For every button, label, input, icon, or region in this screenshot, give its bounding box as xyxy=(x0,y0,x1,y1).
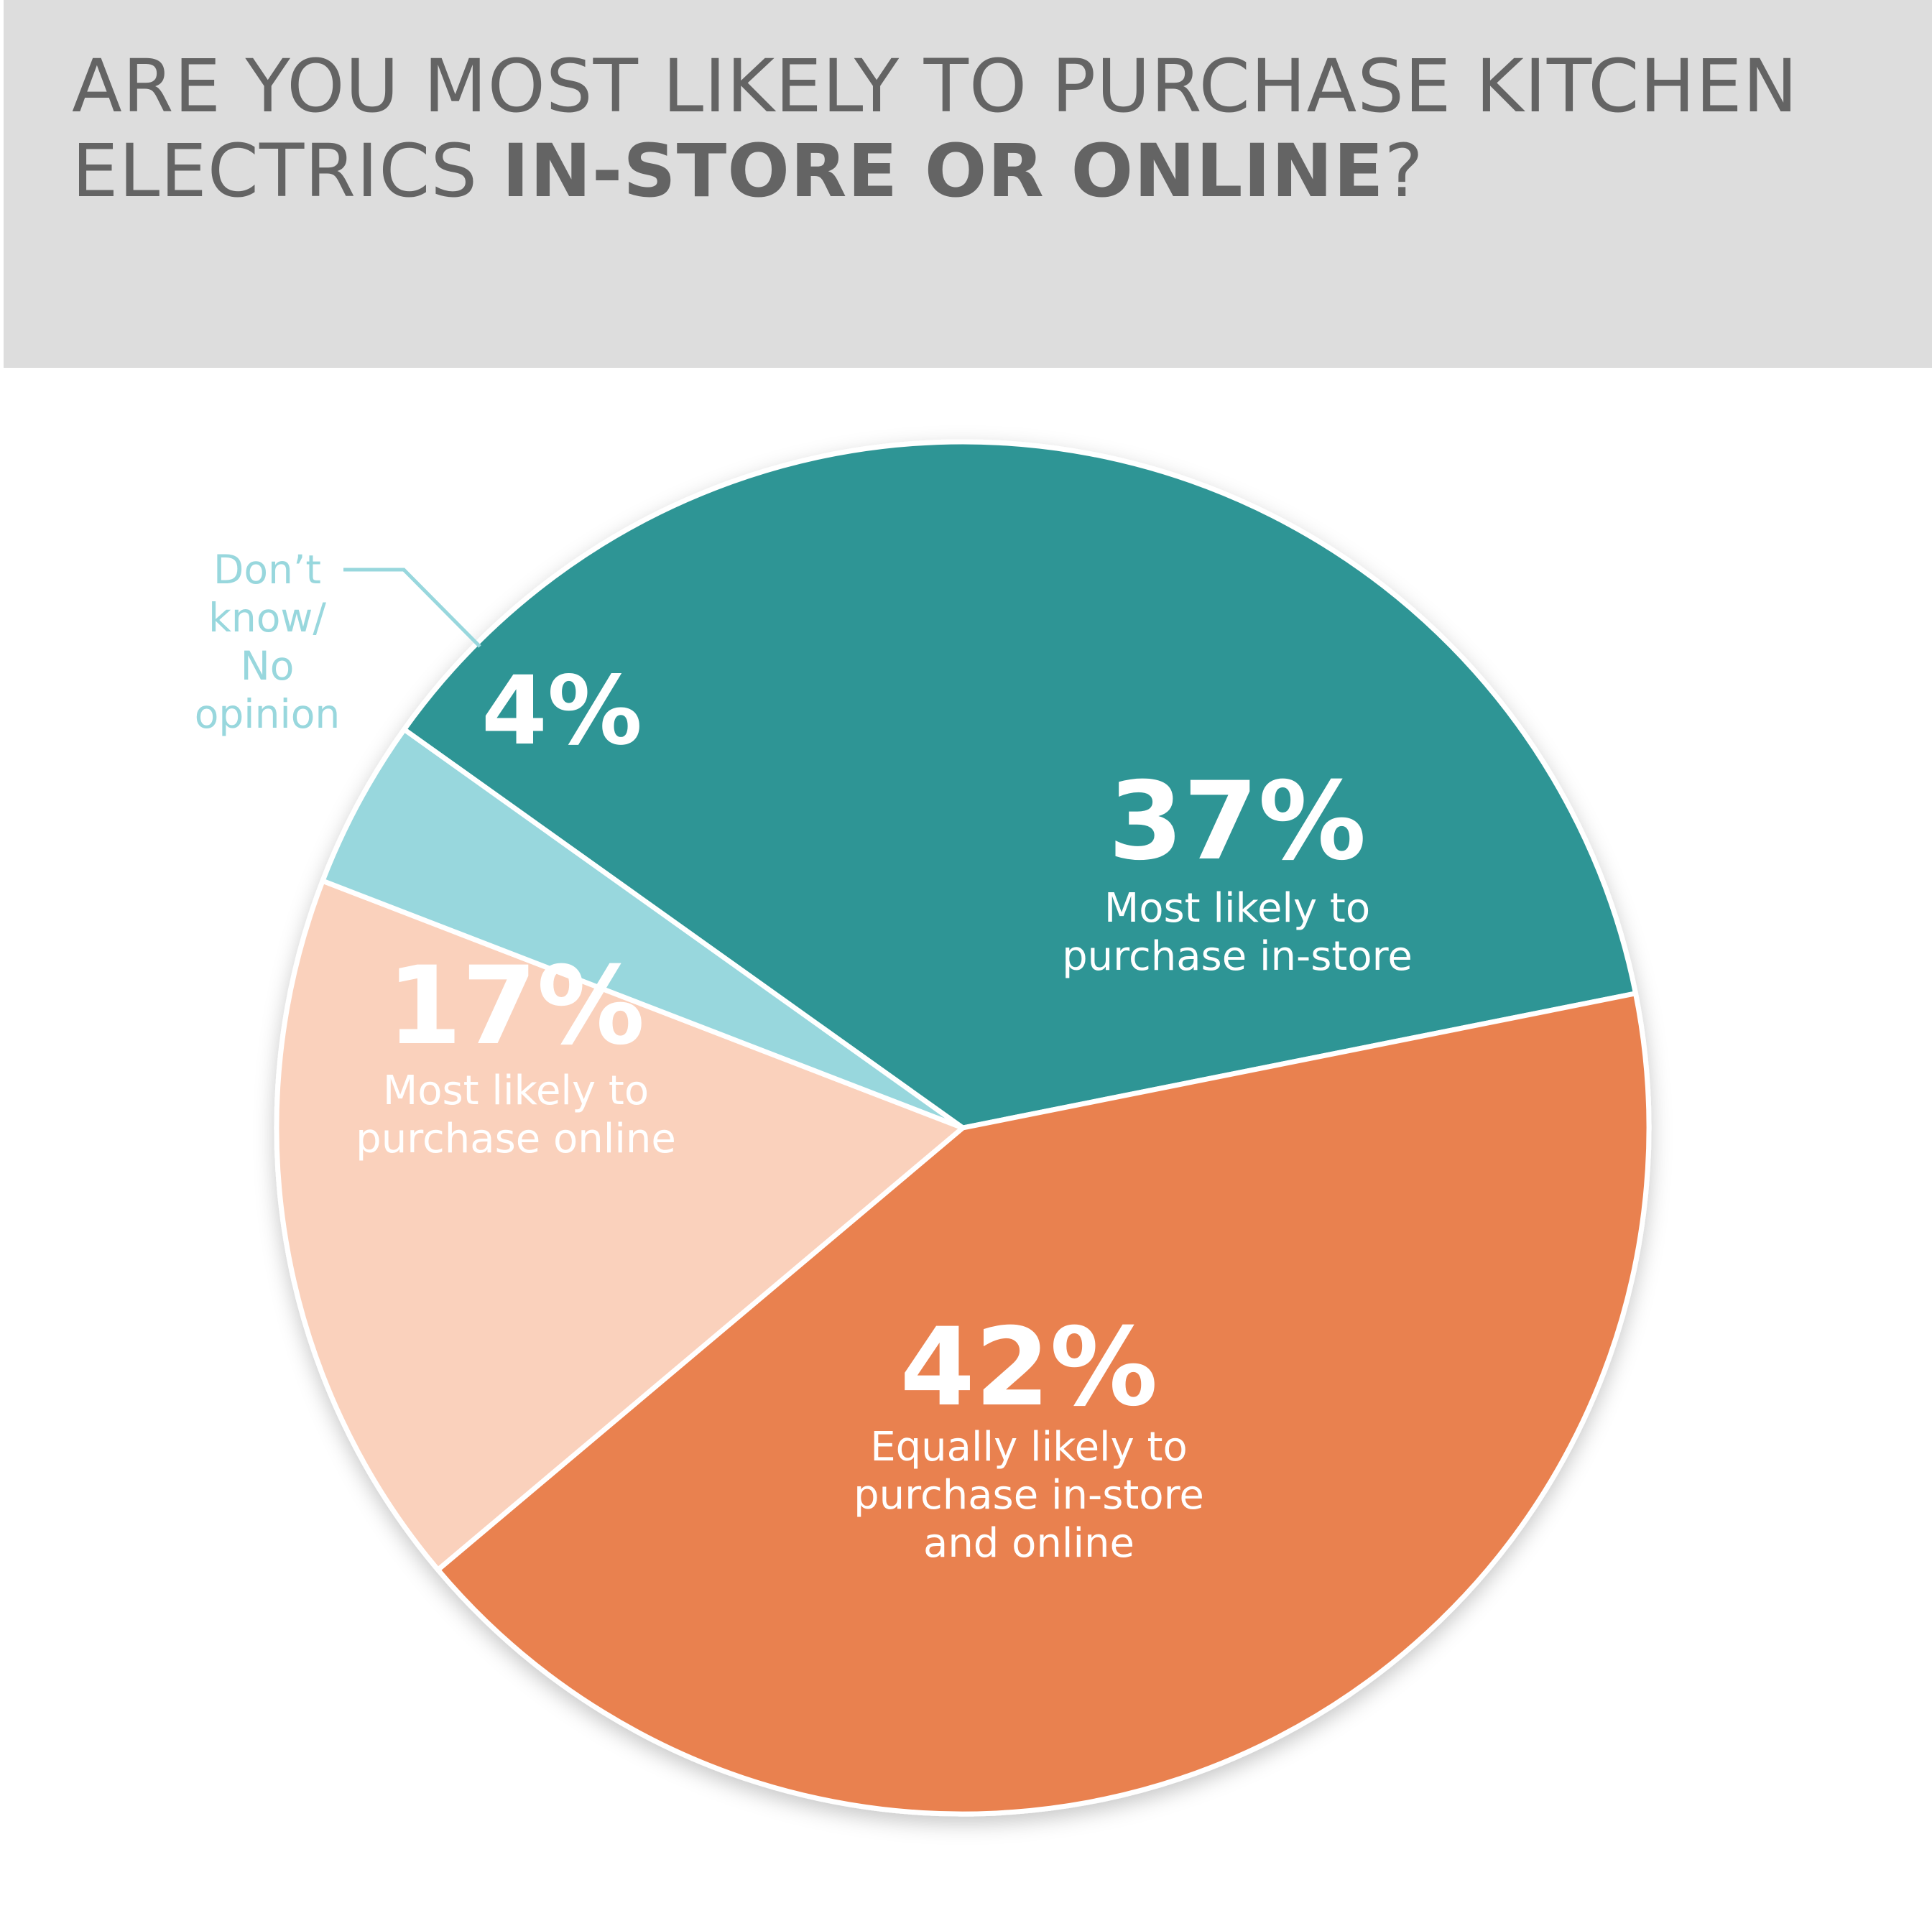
slice-category-label-3-line-2: purchase online xyxy=(356,1116,676,1162)
title-banner: ARE YOU MOST LIKELY TO PURCHASE KITCHEN … xyxy=(4,0,1932,368)
slice-category-label-4-line-1: Don’t xyxy=(213,547,321,593)
chart-title: ARE YOU MOST LIKELY TO PURCHASE KITCHEN … xyxy=(72,45,1911,214)
pie-slice-4 xyxy=(320,726,966,1131)
slice-category-label-4-line-2: know/ xyxy=(208,595,326,641)
callout-leader-line xyxy=(343,568,481,648)
pie-slice-3 xyxy=(274,878,966,1573)
title-regular: ARE YOU MOST LIKELY TO PURCHASE KITCHEN … xyxy=(72,44,1798,214)
slice-value-label-4: 4% xyxy=(481,656,642,767)
slice-category-label-4-line-3: No xyxy=(241,643,295,689)
slice-category-label-2-line-2: purchase in-store xyxy=(854,1472,1204,1519)
slice-category-label-1-line-1: Most likely to xyxy=(1104,885,1370,932)
title-bold: IN-STORE OR ONLINE xyxy=(502,129,1385,214)
pie-slice-1 xyxy=(402,439,1638,1131)
slice-category-label-2-line-1: Equally likely to xyxy=(870,1424,1188,1471)
slice-category-label-2-line-3: and online xyxy=(923,1520,1134,1567)
title-end: ? xyxy=(1384,129,1424,214)
slice-value-label-2: 42% xyxy=(900,1305,1157,1430)
pie-slice-2 xyxy=(435,991,1652,1817)
slice-value-label-3: 17% xyxy=(387,944,644,1069)
slice-value-label-1: 37% xyxy=(1108,759,1366,884)
slice-category-label-4-line-4: opinion xyxy=(195,691,341,737)
slice-category-label-3-line-1: Most likely to xyxy=(383,1068,649,1114)
slice-category-label-1-line-2: purchase in-store xyxy=(1062,933,1413,980)
